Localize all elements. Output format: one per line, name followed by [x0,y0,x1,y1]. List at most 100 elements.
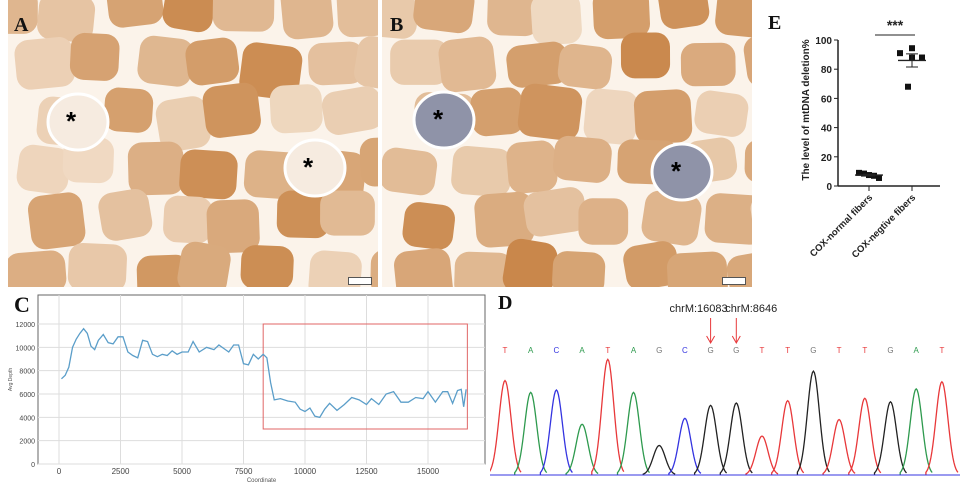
base-call-label: T [605,346,610,355]
muscle-fiber [394,248,453,287]
muscle-fiber [413,0,475,34]
muscle-fiber [438,36,497,93]
x-tick-label: 0 [57,467,62,476]
muscle-fiber [451,145,513,197]
muscle-fiber [354,36,378,92]
y-tick-label: 12000 [16,322,36,329]
micrograph-a [8,0,378,287]
base-call-label: C [682,346,688,355]
arrow-head-icon [731,335,741,345]
base-call-label: T [760,346,765,355]
muscle-fiber [155,96,211,152]
muscle-fiber [240,245,294,287]
muscle-fiber [694,90,749,137]
trace-peak [591,358,625,475]
muscle-fiber [14,37,76,90]
asterisk-marker: * [671,156,682,186]
trace-peak [616,391,651,475]
data-point [909,45,915,52]
depth-line-chart-c: 0 2500 5000 7500 10000 12500 15000 0 2000 4000 600… [8,294,486,484]
asterisk-marker: * [303,152,314,182]
muscle-fiber [715,0,752,39]
muscle-fiber [506,41,569,88]
trace-peak [745,435,779,475]
trace-peak [848,397,882,475]
muscle-fiber [307,41,365,86]
muscle-fiber [98,188,153,241]
muscle-fiber [620,32,671,79]
muscle-fiber [27,192,86,250]
base-call-label: A [914,346,920,355]
trace-peak [719,402,753,475]
y-tick-label: 80 [821,65,833,76]
cox-negative-fiber [412,90,476,150]
y-axis-label: The level of mtDNA deletion% [801,39,812,180]
muscle-fiber [680,42,736,87]
base-call-label: T [862,346,867,355]
base-call-label: T [785,346,790,355]
y-tick-label: 8000 [19,369,35,376]
x-tick-label: 2500 [112,467,130,476]
muscle-fiber [69,32,120,81]
muscle-fiber [506,140,558,194]
muscle-fiber [592,0,651,40]
data-point [861,170,867,177]
asterisk-marker: * [66,106,77,136]
y-tick-label: 0 [31,462,35,469]
base-call-label: T [503,346,508,355]
y-tick-label: 4000 [19,415,35,422]
muscle-fiber [8,0,38,34]
cox-negative-fiber [283,138,347,198]
annotation-label: chrM:8646 [725,303,777,315]
y-axis-label: Avg Depth [8,368,14,391]
data-point [876,174,882,181]
y-tick-label: 6000 [19,392,35,399]
y-tick-label: 20 [821,153,833,164]
y-tick-label: 2000 [19,439,35,446]
trace-peak [642,444,676,475]
muscle-fiber [136,254,191,287]
data-point [856,169,862,176]
muscle-fiber [212,0,275,32]
base-call-label: G [733,346,739,355]
muscle-fiber [106,0,164,28]
muscle-fiber [623,241,680,287]
base-call-label: G [656,346,662,355]
muscle-fiber [530,0,582,46]
panel-label-a: A [14,14,29,36]
x-tick-label: 10000 [294,467,317,476]
base-call-label: T [939,346,944,355]
muscle-fiber [8,250,67,287]
base-call-label: C [554,346,560,355]
muscle-fiber [206,199,260,254]
trace-peak [925,380,959,475]
muscle-fiber [704,193,752,245]
muscle-fiber [390,39,449,85]
x-tick-label: 15000 [417,467,440,476]
muscle-fiber [666,251,728,287]
asterisk-marker: * [433,104,444,134]
x-tick-label: 5000 [173,467,191,476]
trace-peak [490,379,522,473]
panel-label-b: B [390,14,404,36]
data-point [919,54,925,61]
trace-peak [565,423,599,475]
trace-peak [771,399,805,475]
muscle-fiber [163,195,213,244]
trace-peak [693,404,728,475]
muscle-fiber [726,249,752,287]
muscle-fiber [402,202,456,250]
panel-label-e: E [768,12,782,34]
trace-peak [822,418,856,475]
scale-bar [722,277,746,285]
trace-peak [796,370,830,475]
scale-bar [348,277,372,285]
muscle-fiber [359,136,378,187]
muscle-fiber [177,241,231,287]
muscle-fiber [202,82,261,138]
muscle-fiber [16,144,71,195]
y-tick-label: 40 [821,124,833,135]
base-call-label: A [579,346,585,355]
